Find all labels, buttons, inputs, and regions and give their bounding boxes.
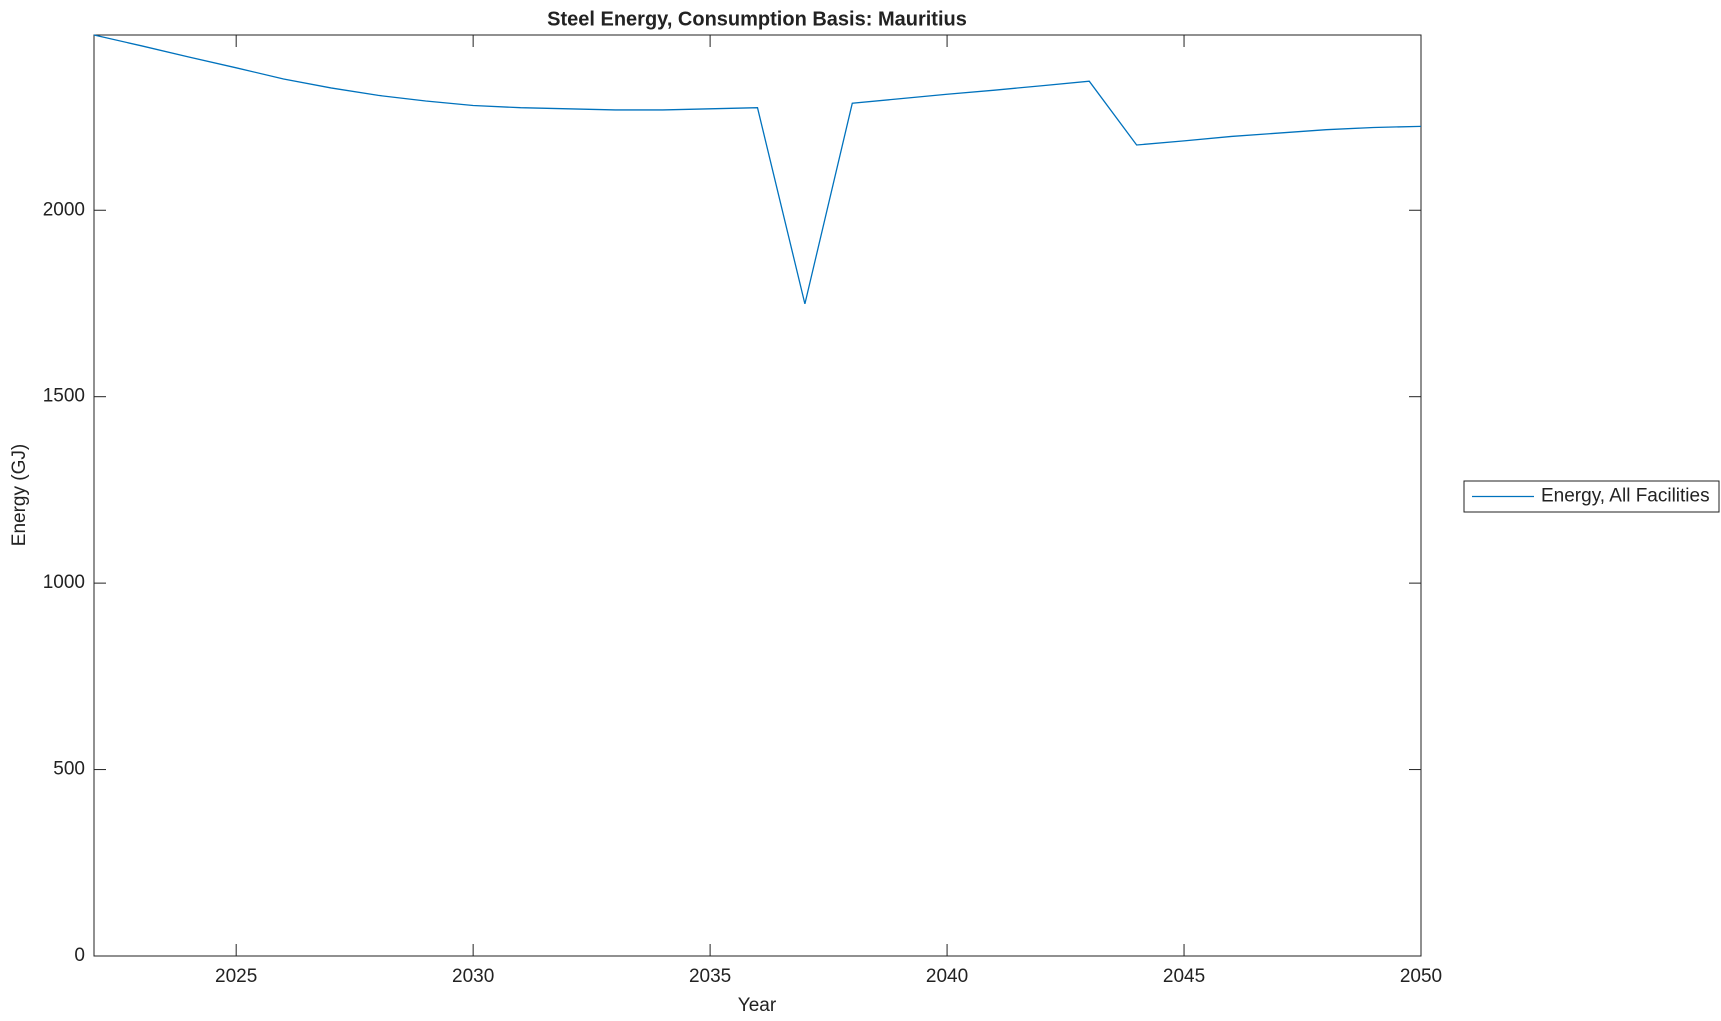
x-tick-label: 2050 xyxy=(1400,966,1442,987)
x-axis-label: Year xyxy=(738,995,777,1016)
x-tick-label: 2045 xyxy=(1163,966,1205,987)
x-tick-label: 2035 xyxy=(689,966,731,987)
x-tick-label: 2030 xyxy=(452,966,494,987)
y-tick-label: 2000 xyxy=(43,199,85,220)
x-tick-label: 2025 xyxy=(215,966,257,987)
data-line xyxy=(93,34,1422,304)
legend-label: Energy, All Facilities xyxy=(1541,486,1710,507)
plot-frame xyxy=(93,34,1422,957)
y-axis-label: Energy (GJ) xyxy=(9,444,30,546)
y-tick-label: 1500 xyxy=(43,386,85,407)
y-tick-label: 1000 xyxy=(43,572,85,593)
chart-title: Steel Energy, Consumption Basis: Mauriti… xyxy=(547,8,967,30)
y-tick-label: 0 xyxy=(74,945,85,966)
y-tick-label: 500 xyxy=(53,759,85,780)
x-tick-label: 2040 xyxy=(926,966,968,987)
